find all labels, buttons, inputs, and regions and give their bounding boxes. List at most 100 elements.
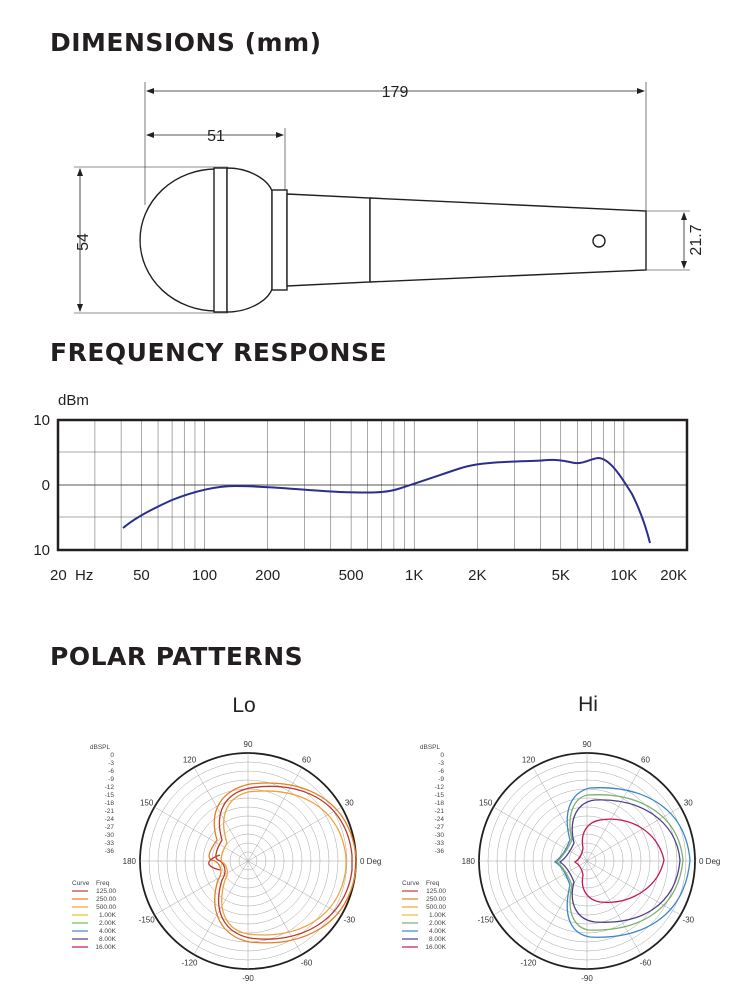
head-length-label: 51 (207, 128, 225, 145)
legend-curve-header: Curve (402, 880, 420, 887)
polar-angle-label: 30 (684, 799, 693, 808)
polar-lo-curve-500 (220, 790, 347, 936)
polar-angle-label: 0 Deg (699, 857, 720, 866)
polar-angle-label: -150 (478, 916, 495, 925)
polar-spoke (247, 860, 342, 916)
polar-angle-label: 150 (479, 799, 493, 808)
legend-curve-header: Curve (72, 880, 90, 887)
polar-angle-label: -30 (683, 916, 695, 925)
y-tick-top: 10 (33, 412, 50, 429)
polar-lo-curve-125 (215, 785, 353, 940)
x-tick-label: 500 (339, 567, 364, 584)
polar-db-value: -27 (105, 824, 115, 831)
polar-angle-label: 60 (302, 756, 311, 765)
polar-angle-label: 150 (140, 799, 154, 808)
polar-angle-label: 120 (522, 756, 536, 765)
polar-angle-label: -30 (344, 916, 356, 925)
polar-spoke (532, 767, 588, 862)
polar-db-unit: dBSPL (420, 744, 441, 751)
legend-freq-value: 250.00 (426, 896, 446, 903)
polar-db-value: -9 (108, 776, 114, 783)
polar-db-value: -21 (105, 808, 115, 815)
polar-db-value: -6 (108, 768, 114, 775)
polar-db-unit: dBSPL (90, 744, 111, 751)
polar-spoke (493, 860, 588, 916)
polar-spoke (193, 860, 249, 955)
polar-spoke (586, 860, 642, 955)
polar-spoke (154, 806, 249, 862)
microphone-dimension-drawing: 179 51 54 21.7 (74, 82, 705, 314)
polar-db-value: -24 (435, 816, 445, 823)
polar-db-value: -18 (105, 800, 115, 807)
x-tick-label: 20 Hz (50, 567, 93, 584)
polar-angle-label: 30 (345, 799, 354, 808)
polar-db-value: -3 (438, 760, 444, 767)
polar-db-value: -24 (105, 816, 115, 823)
legend-freq-value: 500.00 (96, 904, 116, 911)
polar-angle-label: -60 (640, 958, 652, 967)
polar-spoke (586, 860, 681, 916)
polar-angle-label: -90 (242, 974, 254, 983)
legend-freq-value: 16.00K (95, 944, 116, 951)
polar-db-value: -6 (438, 768, 444, 775)
polar-db-value: -3 (108, 760, 114, 767)
polar-db-value: -15 (435, 792, 445, 799)
legend-freq-value: 4.00K (99, 928, 117, 935)
polar-angle-label: 120 (183, 756, 197, 765)
legend-freq-value: 500.00 (426, 904, 446, 911)
polar-angle-label: -150 (139, 916, 156, 925)
polar-db-value: -12 (105, 784, 115, 791)
y-tick-zero: 0 (42, 477, 50, 494)
polar-spoke (532, 860, 588, 955)
polar-angle-label: 0 Deg (360, 857, 381, 866)
grille-neck (226, 167, 273, 313)
legend-freq-value: 4.00K (429, 928, 447, 935)
polar-hi-curve-8k (558, 799, 681, 923)
polar-spoke (586, 767, 642, 862)
polar-patterns-heading: POLAR PATTERNS (50, 642, 304, 671)
handle-hole (592, 234, 606, 248)
x-tick-labels: 20 Hz 50 100 200 500 1K 2K 5K 10K 20K (50, 567, 687, 584)
x-tick-label: 50 (133, 567, 150, 584)
y-unit-label: dBm (58, 392, 89, 409)
polar-db-value: -27 (435, 824, 445, 831)
polar-angle-label: 90 (244, 740, 253, 749)
polar-db-value: -12 (435, 784, 445, 791)
legend-freq-header: Freq (96, 880, 110, 887)
polar-hi-curve-4k (553, 787, 691, 938)
polar-spoke (586, 806, 681, 862)
total-length-label: 179 (382, 84, 409, 101)
legend-freq-value: 8.00K (429, 936, 447, 943)
polar-db-value: -15 (105, 792, 115, 799)
microphone-grille (139, 168, 217, 312)
polar-spoke (247, 860, 303, 955)
microphone-outline (139, 167, 647, 313)
polar-db-value: 0 (110, 752, 114, 759)
polar-hi-curve-16k (573, 818, 665, 903)
legend-freq-value: 8.00K (99, 936, 117, 943)
polar-spoke (193, 767, 249, 862)
polar-spoke (247, 767, 303, 862)
legend-freq-value: 1.00K (429, 912, 447, 919)
x-tick-label: 200 (255, 567, 280, 584)
microphone-handle (369, 197, 647, 283)
x-tick-label: 100 (192, 567, 217, 584)
polar-lo-rear-lobe (208, 854, 221, 871)
polar-db-value: -36 (435, 848, 445, 855)
frequency-response-chart: dBm 10 0 10 20 Hz 50 100 200 500 1K 2K 5K 10K 20K (33, 392, 689, 584)
polar-db-value: -33 (105, 840, 115, 847)
y-tick-bottom: 10 (33, 542, 50, 559)
polar-angle-label: 180 (123, 857, 137, 866)
legend-freq-value: 125.00 (426, 888, 446, 895)
legend-freq-value: 1.00K (99, 912, 117, 919)
head-diameter-label: 54 (75, 233, 92, 251)
polar-db-value: -9 (438, 776, 444, 783)
polar-angle-label: -120 (181, 958, 198, 967)
polar-lo-title: Lo (232, 694, 255, 717)
polar-db-value: -33 (435, 840, 445, 847)
polar-hi-curve-2k (556, 794, 684, 931)
polar-angle-label: 90 (583, 740, 592, 749)
polar-hi-curves (553, 787, 691, 938)
polar-spoke (493, 806, 588, 862)
frequency-grid (58, 420, 687, 550)
